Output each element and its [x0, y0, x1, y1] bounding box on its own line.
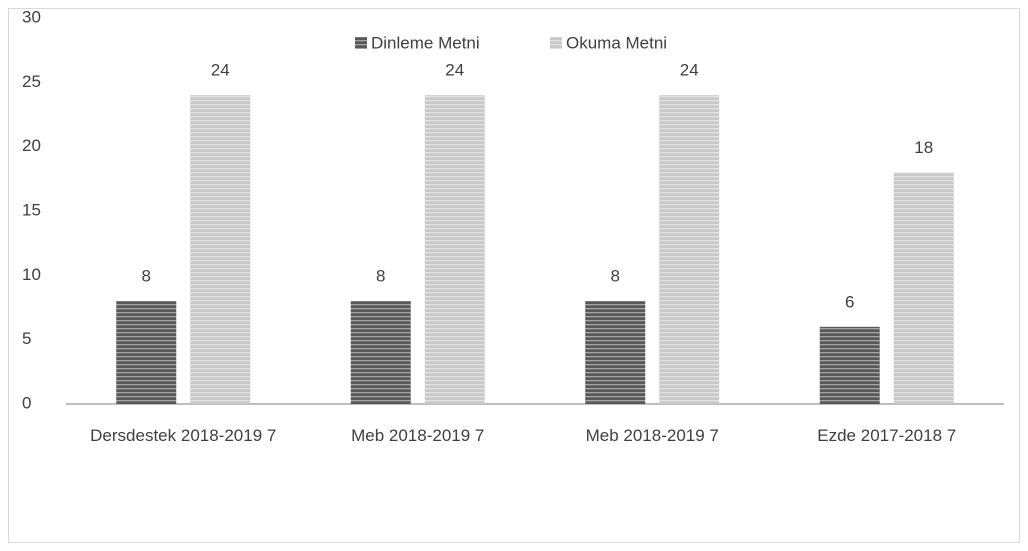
legend-swatch	[550, 37, 562, 49]
x-tick-label: Dersdestek 2018-2019 7	[90, 426, 277, 445]
bar	[659, 95, 720, 404]
bar	[350, 301, 411, 404]
bar	[190, 95, 251, 404]
chart-border	[8, 8, 1020, 543]
x-tick-label: Meb 2018-2019 7	[351, 426, 485, 445]
legend-label: Dinleme Metni	[371, 33, 480, 52]
y-tick-label: 0	[22, 393, 31, 412]
data-label: 8	[376, 267, 385, 286]
y-tick-label: 25	[22, 72, 41, 91]
data-label: 6	[845, 292, 854, 311]
y-tick-label: 30	[22, 7, 41, 26]
bar	[819, 326, 880, 404]
data-label: 8	[611, 267, 620, 286]
data-label: 24	[211, 61, 230, 80]
y-tick-label: 5	[22, 329, 31, 348]
y-tick-label: 15	[22, 200, 41, 219]
legend-label: Okuma Metni	[566, 33, 667, 52]
y-tick-label: 20	[22, 136, 41, 155]
legend-swatch	[355, 37, 367, 49]
x-tick-label: Ezde 2017-2018 7	[817, 426, 957, 445]
data-label: 24	[680, 61, 699, 80]
data-label: 8	[142, 267, 151, 286]
data-label: 24	[445, 61, 464, 80]
bar	[893, 172, 954, 404]
y-tick-label: 10	[22, 265, 41, 284]
x-tick-label: Meb 2018-2019 7	[585, 426, 719, 445]
bar	[116, 301, 177, 404]
bar	[585, 301, 646, 404]
data-label: 18	[914, 138, 933, 157]
bar	[424, 95, 485, 404]
